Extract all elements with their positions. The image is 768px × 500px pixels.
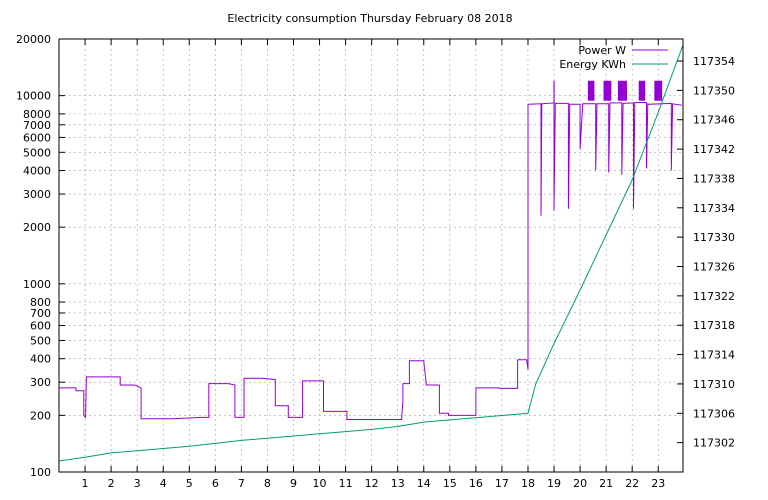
x-tick-label: 14 — [417, 477, 431, 490]
x-tick-label: 11 — [339, 477, 353, 490]
y-tick-label: 7000 — [23, 119, 51, 132]
power-burst-band — [603, 80, 612, 101]
x-tick-label: 4 — [160, 477, 167, 490]
series-line-energy — [58, 44, 684, 462]
y2-tick-label: 117322 — [693, 290, 735, 303]
x-tick-label: 5 — [186, 477, 193, 490]
x-tick-label: 22 — [625, 477, 639, 490]
x-tick-label: 13 — [391, 477, 405, 490]
x-tick-label: 15 — [443, 477, 457, 490]
x-tick-label: 12 — [365, 477, 379, 490]
y-tick-label: 4000 — [23, 165, 51, 178]
x-tick-label: 9 — [290, 477, 297, 490]
x-tick-label: 1 — [82, 477, 89, 490]
x-tick-label: 17 — [495, 477, 509, 490]
y-tick-label: 6000 — [23, 131, 51, 144]
y-tick-label: 10000 — [16, 90, 51, 103]
y2-tick-label: 117310 — [693, 378, 735, 391]
x-tick-label: 8 — [264, 477, 271, 490]
plot-frame — [58, 38, 684, 473]
x-tick-label: 3 — [134, 477, 141, 490]
y-tick-label: 400 — [30, 353, 51, 366]
y2-tick-label: 117342 — [693, 143, 735, 156]
y2-tick-label: 117330 — [693, 231, 735, 244]
x-tick-label: 23 — [651, 477, 665, 490]
y-tick-label: 700 — [30, 307, 51, 320]
legend-label-energy: Energy KWh — [559, 58, 626, 71]
x-tick-label: 2 — [108, 477, 115, 490]
y2-tick-label: 117350 — [693, 84, 735, 97]
y-tick-label: 600 — [30, 320, 51, 333]
axes: 1 2 3 4 5 6 7 8 9 10 11 12 13 14 15 16 17 18 19 20 21 22 23100… — [16, 33, 735, 490]
y-tick-label: 2000 — [23, 221, 51, 234]
y2-tick-label: 117338 — [693, 172, 735, 185]
x-tick-label: 21 — [599, 477, 613, 490]
chart-title: Electricity consumption Thursday Februar… — [227, 12, 512, 25]
y2-tick-label: 117314 — [693, 349, 735, 362]
x-tick-label: 10 — [313, 477, 327, 490]
legend-label-power: Power W — [578, 44, 626, 57]
y-tick-label: 5000 — [23, 146, 51, 159]
power-burst-band — [587, 80, 595, 101]
x-tick-label: 6 — [212, 477, 219, 490]
legend: Power W Energy KWh — [559, 44, 668, 71]
x-tick-label: 18 — [521, 477, 535, 490]
y-tick-label: 1000 — [23, 278, 51, 291]
y2-tick-label: 117306 — [693, 407, 735, 420]
power-burst-band — [654, 80, 663, 101]
y2-tick-label: 117346 — [693, 114, 735, 127]
x-tick-label: 16 — [469, 477, 483, 490]
y-tick-label: 200 — [30, 409, 51, 422]
y2-tick-label: 117326 — [693, 261, 735, 274]
x-tick-label: 20 — [573, 477, 587, 490]
y2-tick-label: 117318 — [693, 319, 735, 332]
y-tick-label: 8000 — [23, 108, 51, 121]
y2-tick-label: 117334 — [693, 202, 735, 215]
power-burst-band — [638, 80, 646, 101]
plot-area — [58, 44, 684, 462]
y2-tick-label: 117354 — [693, 55, 735, 68]
y-tick-label: 300 — [30, 376, 51, 389]
y-tick-label: 20000 — [16, 33, 51, 46]
series-line-power — [59, 102, 682, 420]
grid — [59, 38, 683, 473]
power-burst-band — [617, 80, 627, 101]
y-tick-label: 100 — [30, 466, 51, 479]
y-tick-label: 3000 — [23, 188, 51, 201]
x-tick-label: 7 — [238, 477, 245, 490]
y-tick-label: 500 — [30, 334, 51, 347]
x-tick-label: 19 — [547, 477, 561, 490]
y2-tick-label: 117302 — [693, 437, 735, 450]
y-tick-label: 800 — [30, 296, 51, 309]
